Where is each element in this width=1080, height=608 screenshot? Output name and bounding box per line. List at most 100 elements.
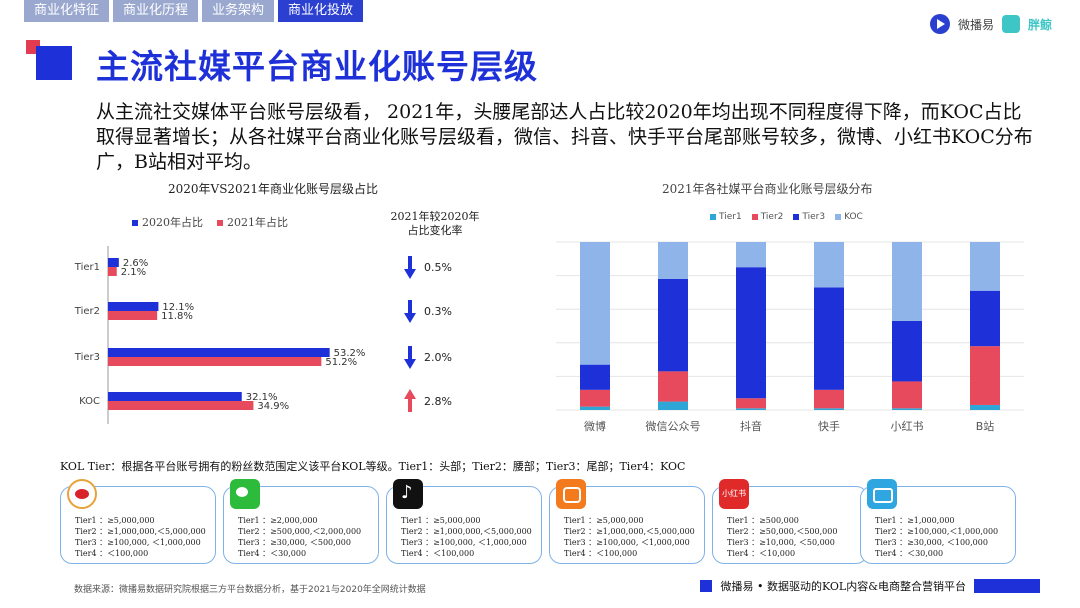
footer-bar bbox=[974, 579, 1040, 593]
change-rate-label: 0.5% bbox=[424, 261, 452, 274]
change-rate-title-line-1: 占比变化率 bbox=[407, 224, 463, 237]
right-chart-segment-tier1 bbox=[736, 408, 766, 410]
left-chart: Tier1 2.6%2.1% 0.5% Tier2 12.1%11.8% 0.3% Tier… bbox=[74, 246, 452, 424]
left-chart-title: 2020年VS2021年商业化账号层级占比 bbox=[168, 182, 378, 196]
left-chart-bar-2020 bbox=[108, 302, 159, 311]
change-rate-title-line-0: 2021年较2020年 bbox=[390, 210, 480, 223]
card-line: Tier1 ：≥5,000,000 bbox=[75, 516, 155, 525]
legend-label-tier1: Tier1 bbox=[719, 212, 742, 222]
card-line: Tier1 ：≥2,000,000 bbox=[238, 516, 318, 525]
card-line: Tier3 ：≥30,000, ＜100,000 bbox=[875, 538, 988, 547]
right-chart-segment-tier1 bbox=[970, 404, 1000, 410]
tab-history[interactable]: 商业化历程 bbox=[113, 0, 199, 22]
right-chart-category-label: 抖音 bbox=[740, 419, 762, 433]
card-lines: Tier1 ：≥5,000,000 Tier2 ：≥1,000,000,＜5,0… bbox=[564, 515, 695, 559]
tab-placement[interactable]: 商业化投放 bbox=[278, 0, 364, 22]
card-kuaishou: Tier1 ：≥5,000,000 Tier2 ：≥1,000,000,＜5,0… bbox=[549, 479, 705, 564]
left-chart-legend: 2020年占比 2021年占比 bbox=[132, 214, 288, 230]
right-chart-segment-koc bbox=[736, 242, 766, 268]
right-chart-segment-tier1 bbox=[658, 401, 688, 410]
legend-label-tier3: Tier3 bbox=[802, 212, 826, 222]
card-line: Tier3 ：≥10,000, ＜50,000 bbox=[727, 538, 835, 547]
card-line: Tier4 ：＜100,000 bbox=[75, 549, 149, 558]
arrow-shaft bbox=[408, 398, 412, 412]
top-nav: 商业化特征 商业化历程 业务架构 商业化投放 bbox=[24, 0, 364, 22]
card-douyin: Tier1 ：≥5,000,000 Tier2 ：≥1,000,000,＜5,0… bbox=[386, 479, 542, 564]
legend-swatch-tier3 bbox=[793, 213, 800, 220]
right-chart: 微博 微信公众号 抖音 快手 小红书 B站 bbox=[556, 241, 1024, 433]
right-chart-segment-tier2 bbox=[736, 398, 766, 409]
card-line: Tier1 ：≥5,000,000 bbox=[401, 516, 481, 525]
left-chart-data-label: 51.2% bbox=[325, 357, 357, 368]
douyin-icon bbox=[393, 479, 423, 509]
card-line: Tier1 ：≥5,000,000 bbox=[564, 516, 644, 525]
card-lines: Tier1 ：≥5,000,000 Tier2 ：≥1,000,000,＜5,0… bbox=[401, 515, 532, 559]
card-lines: Tier1 ：≥2,000,000 Tier2 ：≥500,000,＜2,000… bbox=[238, 515, 361, 559]
tab-architecture[interactable]: 业务架构 bbox=[202, 0, 275, 22]
right-chart-segment-tier1 bbox=[892, 408, 922, 410]
right-chart-segment-tier3 bbox=[814, 287, 844, 390]
legend-swatch-koc bbox=[835, 213, 842, 220]
card-line: Tier2 ：≥50,000,＜500,000 bbox=[727, 527, 838, 536]
left-chart-category-label: Tier2 bbox=[74, 306, 100, 317]
right-chart-segment-tier1 bbox=[580, 406, 610, 410]
legend-tier2: Tier2 bbox=[751, 212, 783, 222]
change-rate-label: 2.0% bbox=[424, 351, 452, 364]
card-line: Tier2 ：≥100,000,＜1,000,000 bbox=[875, 527, 999, 536]
card-line: Tier4 ：＜100,000 bbox=[564, 549, 638, 558]
description: 从主流社交媒体平台账号层级看， 2021年，头腰尾部达人占比较2020年均出现不… bbox=[96, 101, 1033, 173]
card-line: Tier2 ：≥500,000,＜2,000,000 bbox=[238, 527, 362, 536]
card-lines: Tier1 ：≥500,000 Tier2 ：≥50,000,＜500,000 … bbox=[727, 515, 837, 559]
page-title: 主流社媒平台商业化账号层级 bbox=[96, 47, 538, 86]
pangjing-logo-text: 胖鲸 bbox=[1027, 17, 1052, 32]
left-chart-category-label: KOC bbox=[79, 396, 100, 407]
right-chart-segment-koc bbox=[658, 242, 688, 279]
arrow-shaft bbox=[408, 256, 412, 270]
left-chart-category-label: Tier1 bbox=[74, 262, 100, 273]
card-line: Tier3 ：≥30,000, ＜500,000 bbox=[238, 538, 351, 547]
card-wechat: Tier1 ：≥2,000,000 Tier2 ：≥500,000,＜2,000… bbox=[223, 479, 379, 564]
card-line: Tier1 ：≥500,000 bbox=[727, 516, 799, 525]
card-line: Tier2 ：≥1,000,000,＜5,000,000 bbox=[75, 527, 206, 536]
right-chart-segment-tier1 bbox=[814, 408, 844, 410]
card-xiaohongshu: 小红书 Tier1 ：≥500,000 Tier2 ：≥50,000,＜500,… bbox=[712, 479, 868, 564]
legend-tier3: Tier3 bbox=[793, 212, 825, 222]
change-rate-label: 0.3% bbox=[424, 305, 452, 318]
footer-tagline-block: 微播易 • 数据驱动的KOL内容&电商整合营销平台 bbox=[700, 578, 1040, 594]
left-chart-bar-2021 bbox=[108, 267, 117, 276]
left-chart-data-label: 2.6% bbox=[123, 258, 148, 269]
pangjing-logo-icon bbox=[1001, 15, 1020, 33]
right-chart-segment-tier2 bbox=[970, 346, 1000, 405]
weibo-icon bbox=[67, 479, 97, 509]
card-lines: Tier1 ：≥5,000,000 Tier2 ：≥1,000,000,＜5,0… bbox=[75, 515, 206, 559]
legend-koc: KOC bbox=[835, 212, 863, 222]
arrow-up-icon bbox=[404, 389, 416, 412]
right-chart-segment-koc bbox=[814, 242, 844, 288]
right-chart-category-label: 小红书 bbox=[891, 420, 924, 433]
change-rate-title-line: 2021年较2020年 占比变化率 bbox=[380, 210, 490, 238]
right-chart-segment-tier3 bbox=[736, 267, 766, 399]
right-chart-segment-tier3 bbox=[970, 290, 1000, 347]
left-chart-bar-2021 bbox=[108, 311, 158, 320]
change-rate-title: 2021年较2020年 占比变化率 bbox=[380, 210, 490, 238]
wechat-icon bbox=[230, 479, 260, 509]
right-chart-segment-tier2 bbox=[892, 381, 922, 409]
legend-label-2021: 2021年占比 bbox=[227, 216, 288, 229]
legend-swatch-2020 bbox=[132, 220, 138, 226]
platform-cards: Tier1 ：≥5,000,000 Tier2 ：≥1,000,000,＜5,0… bbox=[60, 479, 1020, 570]
legend-swatch-tier2 bbox=[751, 213, 758, 220]
weiboyi-logo-text: 微播易 bbox=[957, 17, 994, 32]
card-line: Tier1 ：≥1,000,000 bbox=[875, 516, 955, 525]
card-weibo: Tier1 ：≥5,000,000 Tier2 ：≥1,000,000,＜5,0… bbox=[60, 479, 216, 564]
right-chart-segment-koc bbox=[892, 242, 922, 321]
data-source: 数据来源：微播易数据研究院根据三方平台数据分析，基于2021与2020年全网统计… bbox=[74, 585, 426, 595]
legend-swatch-2021 bbox=[217, 220, 223, 226]
legend-2020: 2020年占比 bbox=[132, 214, 203, 230]
legend-tier1: Tier1 bbox=[710, 212, 742, 222]
left-chart-bar-2020 bbox=[108, 392, 242, 401]
right-chart-category-label: 微信公众号 bbox=[646, 419, 701, 433]
card-line: Tier3 ：≥100,000, ＜1,000,000 bbox=[75, 538, 201, 547]
left-chart-data-label: 32.1% bbox=[246, 392, 278, 403]
arrow-down-icon bbox=[404, 256, 416, 279]
tab-features[interactable]: 商业化特征 bbox=[24, 0, 110, 22]
